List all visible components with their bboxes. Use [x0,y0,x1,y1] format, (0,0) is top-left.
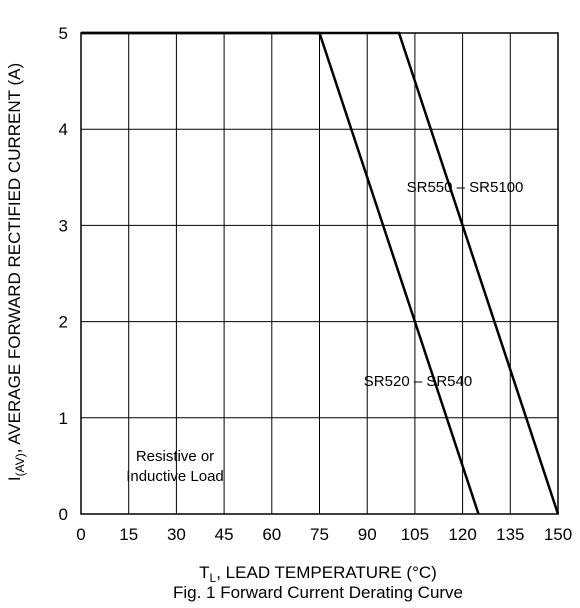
y-tick-label-5: 5 [59,24,68,43]
x-tick-label-105: 105 [401,525,429,544]
x-tick-label-90: 90 [358,525,377,544]
x-tick-label-45: 45 [215,525,234,544]
y-tick-labels: 0 1 2 3 4 5 [59,24,68,524]
plot-frame [80,32,559,515]
annotations: SR550 – SR5100 SR520 – SR540 Resistive o… [126,179,523,485]
x-tick-label-75: 75 [310,525,329,544]
x-tick-label-135: 135 [496,525,524,544]
x-tick-label-0: 0 [76,525,85,544]
figure-caption: Fig. 1 Forward Current Derating Curve [173,583,463,602]
grid-lines [81,33,558,514]
x-axis-label: TL, LEAD TEMPERATURE (°C) [199,563,437,585]
annotation-load-line-1: Resistive or [136,448,214,465]
annotation-sr520-sr540: SR520 – SR540 [364,373,472,390]
x-tick-label-60: 60 [262,525,281,544]
x-tick-label-15: 15 [119,525,138,544]
annotation-sr550-sr5100: SR550 – SR5100 [407,179,524,196]
series-line-1 [81,31,480,515]
x-tick-label-150: 150 [544,525,572,544]
y-axis-label: I(AV), AVERAGE FORWARD RECTIFIED CURRENT… [5,63,27,481]
annotation-load-line-2: Inductive Load [126,468,224,485]
y-tick-label-4: 4 [59,120,68,139]
y-tick-label-1: 1 [59,409,68,428]
x-tick-label-120: 120 [448,525,476,544]
x-tick-labels: 0 15 30 45 60 75 90 105 120 135 150 [76,525,572,544]
y-tick-label-0: 0 [59,505,68,524]
y-tick-label-2: 2 [59,313,68,332]
y-tick-label-3: 3 [59,216,68,235]
x-tick-label-30: 30 [167,525,186,544]
